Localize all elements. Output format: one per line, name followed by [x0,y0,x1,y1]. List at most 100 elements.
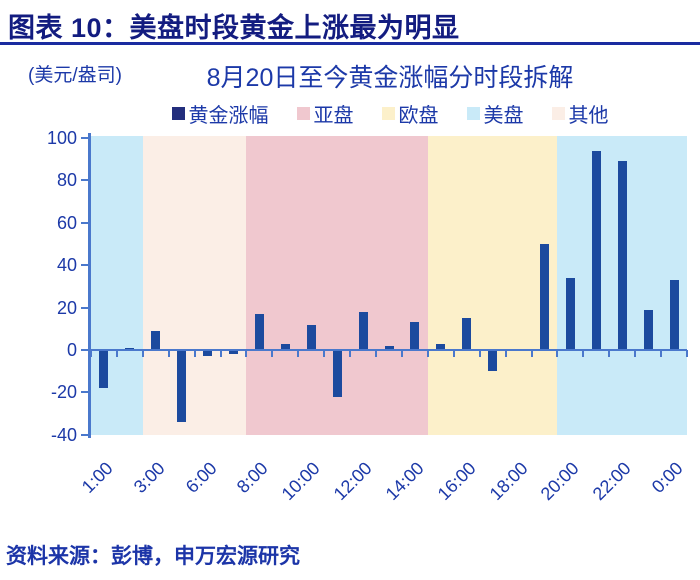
session-band-欧盘 [427,136,558,435]
bar-21:00 [591,150,601,350]
x-axis-tick [686,350,688,357]
legend-swatch-icon [296,107,310,120]
x-axis-label: 3:00 [129,458,169,497]
plot-area: 100 80 60 40 20 0 -20 -40 1:00 3:00 6:00 8:00 10:00 1… [47,128,688,504]
x-axis-label: 6:00 [181,458,221,497]
legend-label: 美盘 [483,105,524,127]
bar-3:00 [151,330,161,350]
x-axis-tick [375,350,378,357]
bar-19:00 [539,244,549,350]
x-axis-tick [400,350,403,357]
x-axis-label: 8:00 [233,458,273,497]
y-axis-label: 60 [56,212,77,233]
x-axis-label: 18:00 [485,458,532,505]
bar-14:00 [410,322,420,350]
x-axis-tick [582,350,585,357]
x-axis-tick [297,350,300,357]
x-axis-label: 0:00 [647,458,687,497]
y-axis-tick [81,264,89,267]
bar-11:00 [332,350,342,397]
bar-6:00 [203,350,213,357]
x-axis-label: 14:00 [381,458,428,505]
x-axis-tick [90,350,92,357]
y-axis-tick [81,137,89,139]
bar-20:00 [565,277,575,350]
y-axis-label: 20 [56,297,77,318]
y-axis-tick [81,179,89,182]
legend-item-1: 亚盘 [296,99,354,128]
x-axis-tick [271,350,274,357]
bar-16:00 [462,318,472,350]
y-axis-label: 40 [56,255,77,276]
x-axis-tick [452,350,455,357]
x-axis-label: 12:00 [329,458,376,505]
bar-4:00 [177,350,187,423]
bar-22:00 [617,161,627,350]
x-axis-label: 20:00 [537,458,584,505]
y-axis-label: 80 [56,170,77,191]
x-axis-tick [349,350,352,357]
x-axis-tick [530,350,533,357]
title-underline-rule [0,42,700,45]
legend-swatch-icon [381,107,395,120]
session-band-美盘 [91,136,143,435]
x-axis-tick [634,350,637,357]
legend-item-4: 其他 [551,99,609,128]
chart-legend: 黄金涨幅 亚盘 欧盘 美盘 其他 [90,99,690,128]
legend-label: 其他 [568,105,609,127]
bar-1:00 [99,350,109,389]
page-title: 图表 10：美盘时段黄金上涨最为明显 [8,13,460,43]
bar-15:00 [436,343,446,350]
x-axis-tick [167,350,170,357]
bar-13:00 [384,345,394,350]
bar-2:00 [125,347,135,350]
source-note: 资料来源：彭博，申万宏源研究 [6,545,300,568]
y-axis-label: 100 [46,128,77,148]
bar-8:00 [254,313,264,350]
x-axis-tick [323,350,326,357]
legend-item-3: 美盘 [466,99,524,128]
x-axis-tick [193,350,196,357]
x-axis-tick [504,350,507,357]
y-axis-tick [81,221,89,224]
legend-item-0: 黄金涨幅 [171,99,269,128]
x-axis-tick [219,350,222,357]
x-axis-label: 10:00 [277,458,324,505]
chart-title: 8月20日至今黄金涨幅分时段拆解 [206,64,574,92]
x-axis-tick [426,350,429,357]
legend-swatch-icon [466,107,480,120]
bar-0:00 [669,280,679,350]
legend-swatch-icon [171,107,185,120]
x-axis-label: 22:00 [588,458,635,505]
y-axis-tick [81,349,89,351]
x-axis-tick [245,350,248,357]
x-axis-tick [115,350,118,357]
legend-swatch-icon [551,107,565,120]
y-axis-label: 0 [66,340,77,360]
x-axis-tick [478,350,481,357]
bar-7:00 [229,350,239,355]
bar-23:00 [643,309,653,350]
y-axis-label: -20 [50,382,77,403]
y-axis-label: -40 [50,424,77,445]
y-axis-tick [81,433,89,436]
legend-label: 欧盘 [398,105,439,127]
bar-17:00 [488,350,498,372]
legend-label: 黄金涨幅 [188,105,269,127]
x-axis-label: 1:00 [77,458,117,497]
bar-12:00 [358,311,368,350]
y-axis-tick [81,391,89,394]
legend-item-2: 欧盘 [381,99,439,128]
y-axis-units-label: (美元/盎司) [28,65,122,86]
bar-10:00 [306,324,316,350]
x-axis-tick [141,350,144,357]
y-axis-tick [81,306,89,309]
zero-axis-line [91,349,687,351]
x-axis-tick [556,350,559,357]
x-axis-label: 16:00 [433,458,480,505]
x-axis-tick [608,350,611,357]
y-axis-line [88,133,91,438]
legend-label: 亚盘 [313,105,354,127]
session-band-其他 [142,136,247,435]
bar-9:00 [280,343,290,350]
